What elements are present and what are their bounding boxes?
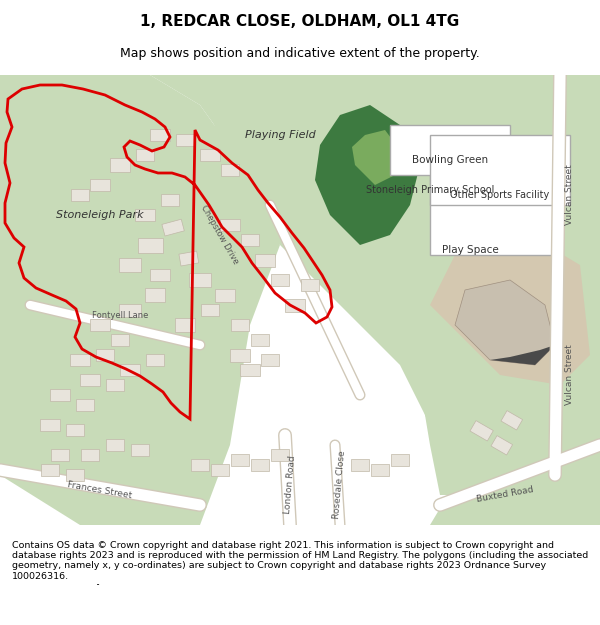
Bar bbox=[200, 149, 220, 161]
Bar bbox=[251, 334, 269, 346]
Bar bbox=[106, 439, 124, 451]
Bar bbox=[150, 129, 170, 141]
Bar bbox=[251, 459, 269, 471]
Bar bbox=[145, 288, 165, 302]
Bar bbox=[162, 219, 184, 236]
Text: Chepstow Drive: Chepstow Drive bbox=[199, 204, 241, 266]
Text: Buxted Road: Buxted Road bbox=[476, 486, 534, 504]
Bar bbox=[150, 269, 170, 281]
Bar bbox=[285, 299, 305, 311]
Text: Bowling Green: Bowling Green bbox=[412, 155, 488, 165]
Bar bbox=[176, 134, 194, 146]
Bar bbox=[110, 158, 130, 172]
Bar bbox=[106, 379, 124, 391]
Bar bbox=[137, 238, 163, 252]
Text: Map shows position and indicative extent of the property.: Map shows position and indicative extent… bbox=[120, 48, 480, 61]
Polygon shape bbox=[352, 130, 400, 185]
Bar bbox=[161, 194, 179, 206]
Bar bbox=[201, 304, 219, 316]
Bar bbox=[70, 354, 90, 366]
Bar bbox=[390, 125, 510, 175]
Polygon shape bbox=[150, 75, 600, 495]
Bar bbox=[76, 399, 94, 411]
Bar bbox=[301, 279, 319, 291]
Text: 1, REDCAR CLOSE, OLDHAM, OL1 4TG: 1, REDCAR CLOSE, OLDHAM, OL1 4TG bbox=[140, 14, 460, 29]
Polygon shape bbox=[490, 345, 555, 365]
Polygon shape bbox=[0, 75, 280, 525]
Bar bbox=[96, 349, 114, 361]
Text: Vulcan Street: Vulcan Street bbox=[566, 164, 575, 226]
Bar bbox=[90, 179, 110, 191]
Polygon shape bbox=[200, 75, 600, 485]
Bar bbox=[271, 274, 289, 286]
Bar bbox=[371, 464, 389, 476]
Text: Play Space: Play Space bbox=[442, 245, 499, 255]
Bar bbox=[40, 419, 60, 431]
Bar bbox=[179, 251, 199, 266]
Text: Frances Street: Frances Street bbox=[67, 480, 133, 500]
Bar bbox=[50, 389, 70, 401]
Text: Contains OS data © Crown copyright and database right 2021. This information is : Contains OS data © Crown copyright and d… bbox=[12, 541, 588, 581]
Bar bbox=[430, 135, 570, 205]
Bar bbox=[255, 254, 275, 266]
Bar bbox=[491, 436, 512, 455]
Bar bbox=[66, 424, 84, 436]
Bar bbox=[501, 411, 523, 430]
Bar bbox=[470, 421, 493, 441]
Bar bbox=[120, 364, 140, 376]
Text: Other Sports Facility: Other Sports Facility bbox=[451, 190, 550, 200]
Bar bbox=[351, 459, 369, 471]
Bar bbox=[146, 354, 164, 366]
Bar bbox=[271, 449, 289, 461]
Text: London Road: London Road bbox=[283, 456, 297, 514]
Bar bbox=[136, 149, 154, 161]
Bar bbox=[230, 349, 250, 361]
Bar bbox=[135, 209, 155, 221]
Text: Vulcan Street: Vulcan Street bbox=[566, 344, 575, 406]
Bar bbox=[240, 364, 260, 376]
Bar bbox=[111, 334, 129, 346]
Bar bbox=[189, 273, 211, 287]
Bar bbox=[51, 449, 69, 461]
Bar bbox=[231, 319, 249, 331]
Bar bbox=[81, 449, 99, 461]
Bar bbox=[119, 304, 141, 316]
Bar bbox=[220, 219, 240, 231]
Bar bbox=[391, 454, 409, 466]
Bar bbox=[191, 459, 209, 471]
Bar bbox=[90, 319, 110, 331]
Bar bbox=[131, 444, 149, 456]
Polygon shape bbox=[430, 235, 590, 385]
Polygon shape bbox=[455, 280, 555, 365]
Polygon shape bbox=[430, 365, 600, 525]
Text: Rosedale Close: Rosedale Close bbox=[332, 451, 347, 519]
FancyBboxPatch shape bbox=[430, 175, 560, 255]
Bar bbox=[119, 258, 141, 272]
Text: Playing Field: Playing Field bbox=[245, 130, 316, 140]
Bar bbox=[71, 189, 89, 201]
Text: Contains OS data © Crown copyright and database right 2021. This information is : Contains OS data © Crown copyright and d… bbox=[12, 540, 588, 585]
Polygon shape bbox=[315, 105, 420, 245]
Bar bbox=[261, 354, 279, 366]
Text: Fontyell Lane: Fontyell Lane bbox=[92, 311, 148, 319]
Bar bbox=[175, 318, 195, 332]
Bar bbox=[241, 234, 259, 246]
Bar bbox=[211, 464, 229, 476]
Bar bbox=[80, 374, 100, 386]
Bar bbox=[215, 289, 235, 301]
Bar bbox=[231, 454, 249, 466]
Bar bbox=[41, 464, 59, 476]
Bar bbox=[66, 469, 84, 481]
Bar bbox=[221, 164, 239, 176]
Text: Stoneleigh Primary School: Stoneleigh Primary School bbox=[366, 185, 494, 195]
Text: Stoneleigh Park: Stoneleigh Park bbox=[56, 210, 144, 220]
